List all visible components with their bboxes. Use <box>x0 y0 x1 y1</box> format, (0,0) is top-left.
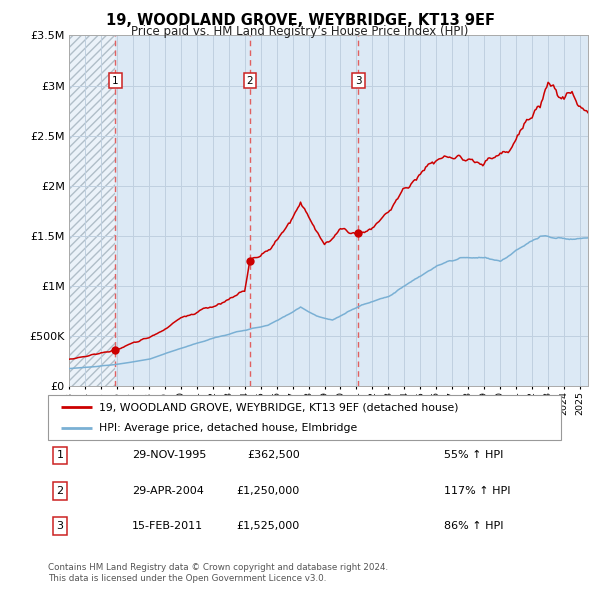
Bar <box>69 35 115 386</box>
Text: 2: 2 <box>56 486 64 496</box>
Text: 29-APR-2004: 29-APR-2004 <box>132 486 204 496</box>
Text: Price paid vs. HM Land Registry’s House Price Index (HPI): Price paid vs. HM Land Registry’s House … <box>131 25 469 38</box>
Text: £362,500: £362,500 <box>247 451 300 460</box>
Text: 2: 2 <box>247 76 253 86</box>
Text: 1: 1 <box>56 451 64 460</box>
Text: 15-FEB-2011: 15-FEB-2011 <box>132 522 203 531</box>
Text: 86% ↑ HPI: 86% ↑ HPI <box>444 522 503 531</box>
FancyBboxPatch shape <box>48 395 561 440</box>
Text: 55% ↑ HPI: 55% ↑ HPI <box>444 451 503 460</box>
Text: This data is licensed under the Open Government Licence v3.0.: This data is licensed under the Open Gov… <box>48 574 326 583</box>
Text: 3: 3 <box>56 522 64 531</box>
Text: Contains HM Land Registry data © Crown copyright and database right 2024.: Contains HM Land Registry data © Crown c… <box>48 563 388 572</box>
Text: 19, WOODLAND GROVE, WEYBRIDGE, KT13 9EF (detached house): 19, WOODLAND GROVE, WEYBRIDGE, KT13 9EF … <box>100 402 459 412</box>
Text: 29-NOV-1995: 29-NOV-1995 <box>132 451 206 460</box>
Text: £1,525,000: £1,525,000 <box>237 522 300 531</box>
Text: 3: 3 <box>355 76 362 86</box>
Text: 117% ↑ HPI: 117% ↑ HPI <box>444 486 511 496</box>
Text: 1: 1 <box>112 76 119 86</box>
Text: 19, WOODLAND GROVE, WEYBRIDGE, KT13 9EF: 19, WOODLAND GROVE, WEYBRIDGE, KT13 9EF <box>106 13 494 28</box>
Text: £1,250,000: £1,250,000 <box>237 486 300 496</box>
Bar <box>69 35 115 386</box>
Text: HPI: Average price, detached house, Elmbridge: HPI: Average price, detached house, Elmb… <box>100 422 358 432</box>
